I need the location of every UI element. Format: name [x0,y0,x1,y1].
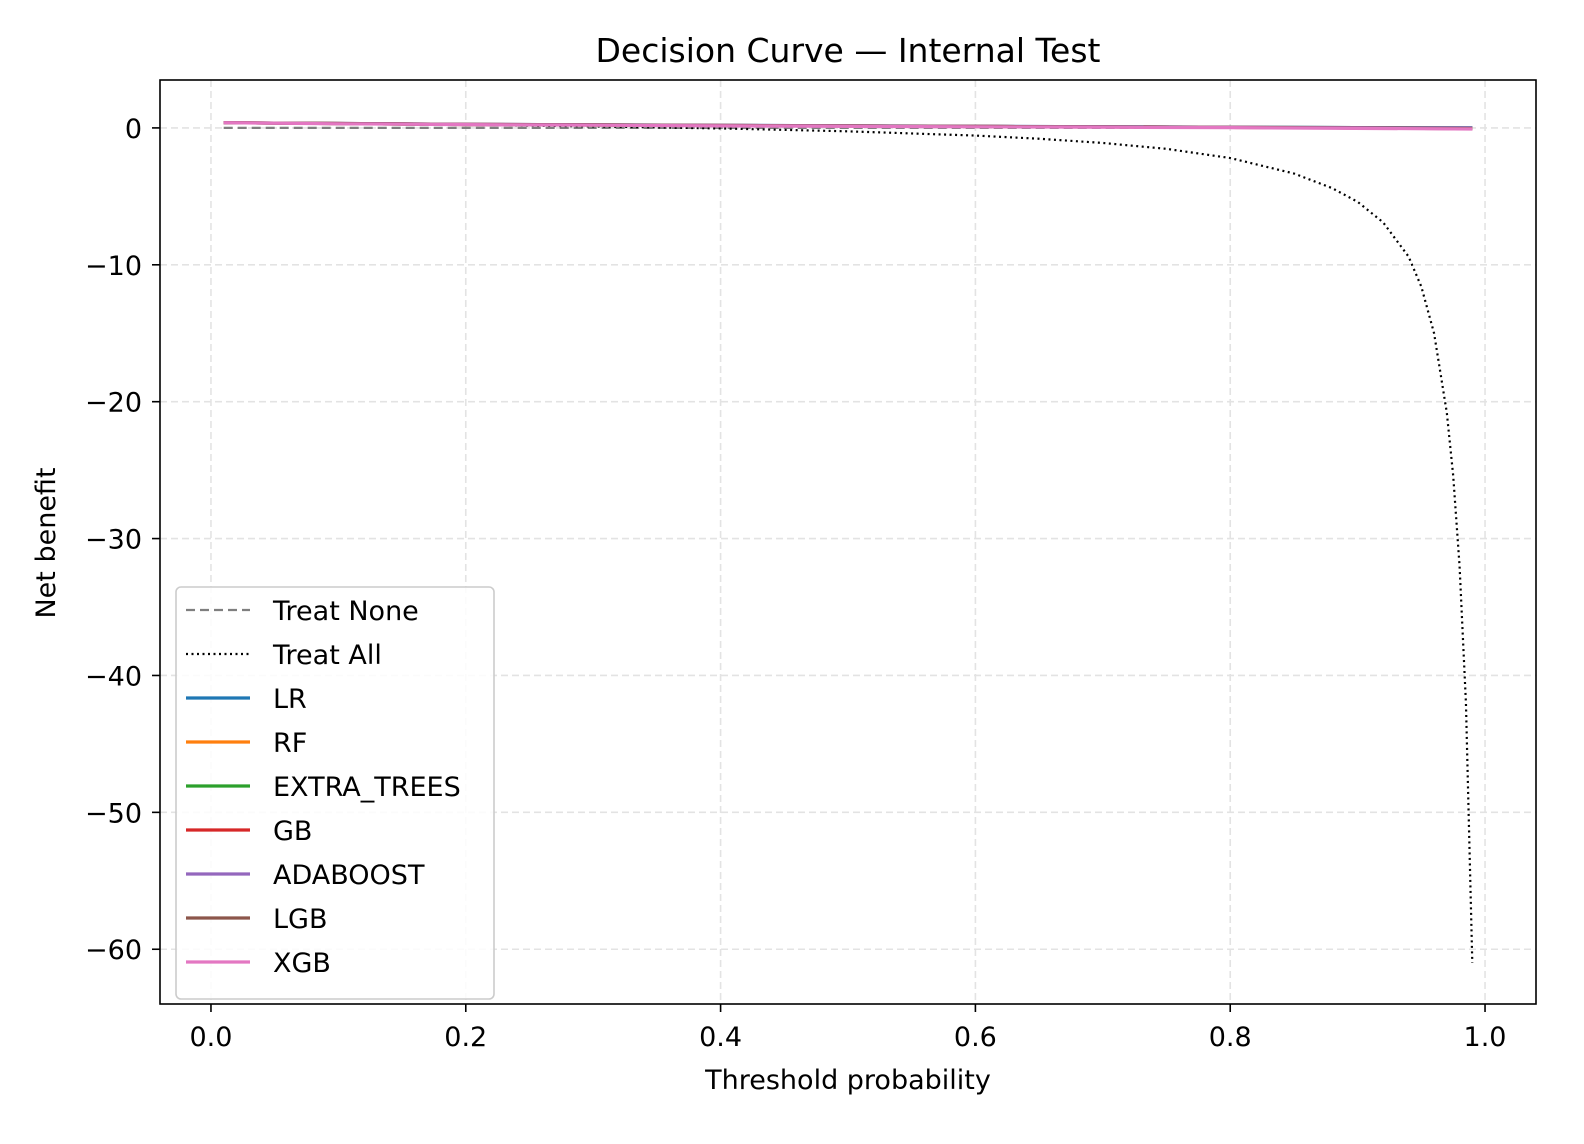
y-tick-label: −40 [85,661,142,692]
y-tick-label: −30 [85,525,142,556]
x-tick-label: 0.8 [1209,1022,1252,1053]
axis-ticks: 0.0 0.2 0.4 0.6 0.8 1.0 0 −10 −20 −30 −40 −50 −60 [85,114,1506,1053]
legend-label-gb: GB [273,816,312,847]
series-line-xgb [223,121,1473,131]
legend-label-xgb: XGB [273,948,331,979]
plot-frame [159,79,1537,1005]
x-axis-label: Threshold probability [704,1065,991,1096]
legend-label-treat-none: Treat None [272,596,419,627]
x-tick-label: 0.2 [444,1022,487,1053]
y-tick-label: −20 [85,388,142,419]
legend-label-rf: RF [273,728,307,759]
legend-label-extra-trees: EXTRA_TREES [273,772,461,803]
x-tick-label: 0.0 [189,1022,232,1053]
legend: Treat None Treat All LR RF EXTRA_TREES GB ADAB… [175,586,495,1000]
legend-label-adaboost: ADABOOST [273,860,425,891]
x-tick-label: 0.4 [699,1022,742,1053]
x-tick-label: 1.0 [1464,1022,1507,1053]
legend-label-lgb: LGB [273,904,328,935]
legend-label-treat-all: Treat All [272,640,382,671]
plot-lines [223,121,1474,963]
y-axis-label: Net benefit [31,467,62,618]
y-tick-label: −10 [85,251,142,282]
grid [160,80,1536,1004]
chart-title: Decision Curve — Internal Test [596,31,1101,70]
legend-label-lr: LR [273,684,307,715]
y-tick-label: −50 [85,798,142,829]
x-tick-label: 0.6 [954,1022,997,1053]
y-tick-label: 0 [125,114,142,145]
y-tick-label: −60 [85,935,142,966]
legend-box [175,586,495,1000]
treat-all-line [223,121,1474,963]
